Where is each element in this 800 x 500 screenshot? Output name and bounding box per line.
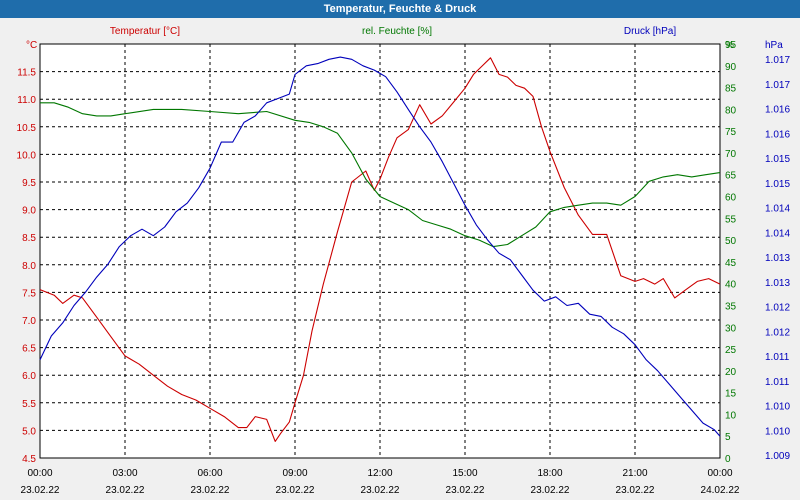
window-title-bar: Temperatur, Feuchte & Druck xyxy=(0,0,800,18)
humidity-tick: 25 xyxy=(725,345,737,356)
temperature-tick: 9.0 xyxy=(22,206,36,217)
tick-labels: 00:00 23.02.22 03:00 23.02.22 06:00 23.02.22 0… xyxy=(17,40,791,496)
humidity-tick: 20 xyxy=(725,367,737,378)
x-tick-time: 03:00 xyxy=(112,468,137,479)
pressure-tick: 1.014 xyxy=(765,204,790,215)
humidity-tick: 90 xyxy=(725,62,737,73)
pressure-tick: 1.012 xyxy=(765,303,790,314)
pressure-tick: 1.009 xyxy=(765,451,790,462)
humidity-tick: 85 xyxy=(725,84,737,95)
pressure-tick: 1.016 xyxy=(765,105,790,116)
x-tick-time: 21:00 xyxy=(622,468,647,479)
temperature-tick: 8.5 xyxy=(22,233,36,244)
x-tick-time: 00:00 xyxy=(27,468,52,479)
pressure-tick: 1.011 xyxy=(765,352,790,363)
humidity-tick: 15 xyxy=(725,389,737,400)
temperature-tick: 5.0 xyxy=(22,426,36,437)
pressure-tick: 1.010 xyxy=(765,402,790,413)
humidity-tick: 80 xyxy=(725,105,737,116)
pressure-tick: 1.011 xyxy=(765,377,790,388)
humidity-tick: 0 xyxy=(725,454,731,465)
temperature-tick: 5.5 xyxy=(22,399,36,410)
x-tick-date: 23.02.22 xyxy=(21,485,60,496)
temperature-tick: 4.5 xyxy=(22,454,36,465)
temperature-tick: 7.0 xyxy=(22,316,36,327)
pressure-tick: 1.015 xyxy=(765,154,790,165)
grid xyxy=(40,44,720,458)
x-tick-date: 23.02.22 xyxy=(276,485,315,496)
x-tick-time: 15:00 xyxy=(452,468,477,479)
temperature-tick: 10.0 xyxy=(17,150,37,161)
pressure-tick: 1.017 xyxy=(765,55,790,66)
temperature-unit: °C xyxy=(26,40,37,51)
humidity-tick: 70 xyxy=(725,149,737,160)
pressure-tick: 1.013 xyxy=(765,278,790,289)
x-tick-time: 00:00 xyxy=(707,468,732,479)
x-tick-time: 06:00 xyxy=(197,468,222,479)
legend-entry: Druck [hPa] xyxy=(624,26,676,37)
humidity-tick: 45 xyxy=(725,258,737,269)
humidity-tick: 50 xyxy=(725,236,737,247)
legend-entry: Temperatur [°C] xyxy=(110,26,180,37)
humidity-tick: 35 xyxy=(725,301,737,312)
x-tick-date: 23.02.22 xyxy=(106,485,145,496)
temperature-tick: 6.0 xyxy=(22,371,36,382)
legend-entry: rel. Feuchte [%] xyxy=(362,26,432,37)
x-tick-date: 23.02.22 xyxy=(446,485,485,496)
temperature-tick: 11.0 xyxy=(17,95,36,106)
x-tick-date: 23.02.22 xyxy=(191,485,230,496)
humidity-tick: 95 xyxy=(725,40,737,51)
temperature-series-line xyxy=(39,57,721,442)
pressure-tick: 1.015 xyxy=(765,179,790,190)
temperature-tick: 7.5 xyxy=(22,288,36,299)
pressure-tick: 1.017 xyxy=(765,80,790,91)
temperature-tick: 11.5 xyxy=(17,68,36,79)
pressure-series-line xyxy=(39,56,721,437)
humidity-series-line xyxy=(40,102,721,248)
x-tick-time: 18:00 xyxy=(537,468,562,479)
humidity-tick: 60 xyxy=(725,193,737,204)
x-tick-time: 12:00 xyxy=(367,468,392,479)
x-tick-date: 23.02.22 xyxy=(361,485,400,496)
pressure-tick: 1.010 xyxy=(765,426,790,437)
x-tick-date: 24.02.22 xyxy=(701,485,740,496)
x-tick-time: 09:00 xyxy=(282,468,307,479)
legend: Temperatur [°C] rel. Feuchte [%] Druck [hP… xyxy=(110,26,676,37)
humidity-tick: 55 xyxy=(725,214,737,225)
chart-title: Temperatur, Feuchte & Druck xyxy=(323,3,477,15)
pressure-unit: hPa xyxy=(765,40,783,51)
pressure-tick: 1.012 xyxy=(765,327,790,338)
humidity-tick: 30 xyxy=(725,323,737,334)
pressure-tick: 1.014 xyxy=(765,228,790,239)
temperature-tick: 10.5 xyxy=(17,123,37,134)
temperature-tick: 8.0 xyxy=(22,261,36,272)
pressure-tick: 1.016 xyxy=(765,129,790,140)
pressure-tick: 1.013 xyxy=(765,253,790,264)
humidity-tick: 10 xyxy=(725,410,737,421)
x-tick-date: 23.02.22 xyxy=(616,485,655,496)
humidity-tick: 65 xyxy=(725,171,737,182)
series-lines xyxy=(39,56,721,442)
humidity-unit: % xyxy=(725,40,734,51)
humidity-tick: 40 xyxy=(725,280,737,291)
x-tick-date: 23.02.22 xyxy=(531,485,570,496)
temperature-tick: 6.5 xyxy=(22,344,36,355)
temperature-tick: 9.5 xyxy=(22,178,36,189)
humidity-tick: 75 xyxy=(725,127,737,138)
humidity-tick: 5 xyxy=(725,432,731,443)
